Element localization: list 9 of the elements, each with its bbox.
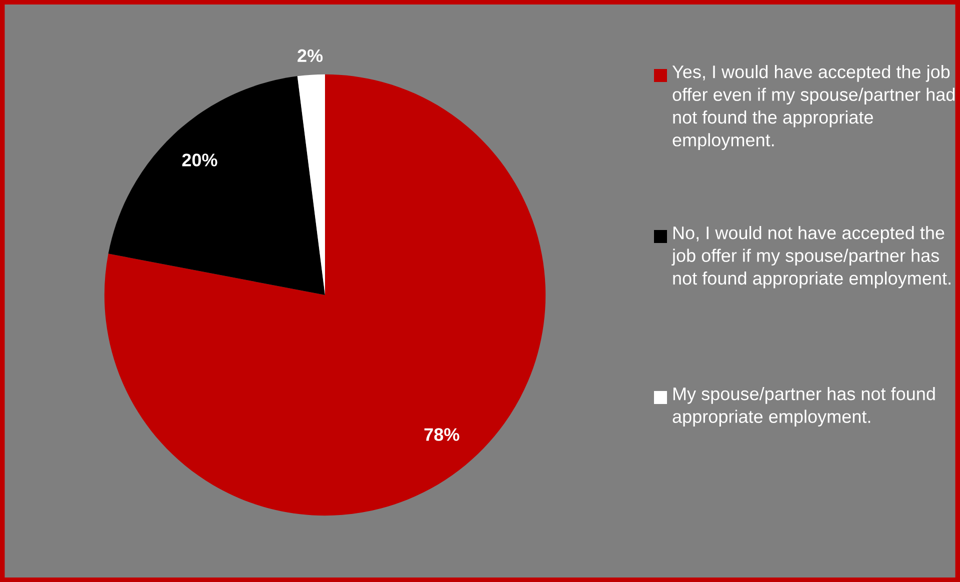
legend-label: Yes, I would have accepted the job offer even if my spouse/partner had not found the appropriate employment. bbox=[672, 65, 955, 150]
legend-label: No, I would not have accepted the job offer if my spouse/partner has not found appropriate employment. bbox=[672, 226, 950, 288]
pie-slice bbox=[104, 74, 546, 516]
data-label: 2% bbox=[298, 49, 323, 62]
legend-label: My spouse/partner has not found appropriate employment. bbox=[672, 387, 935, 427]
data-label: 78% bbox=[424, 428, 460, 441]
pie-slice bbox=[108, 76, 325, 295]
data-label: 20% bbox=[182, 154, 218, 166]
pie-slice bbox=[297, 74, 325, 295]
